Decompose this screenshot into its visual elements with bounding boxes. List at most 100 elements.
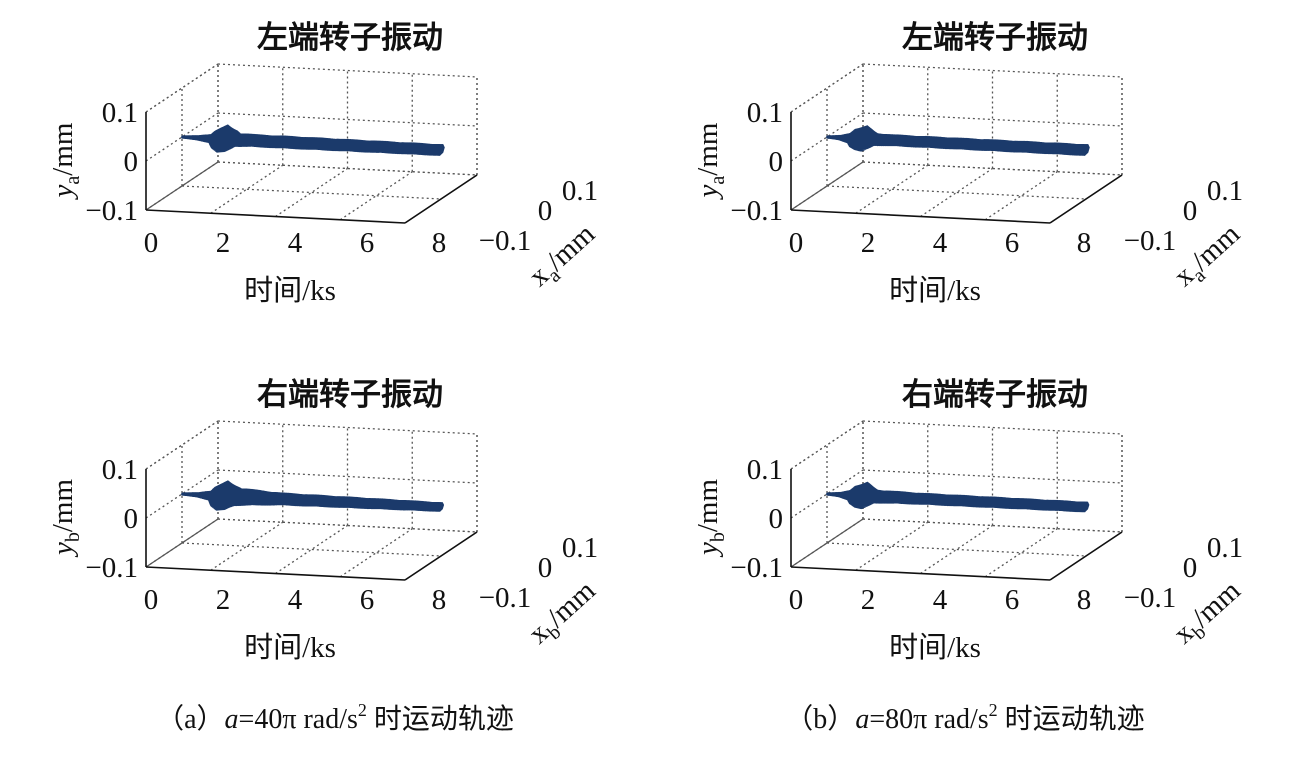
time-axis-line — [790, 209, 1051, 224]
y-axis-label-var: y — [47, 184, 79, 200]
caption-prefix: （b） — [785, 703, 855, 735]
time-axis-label: 时间/ks — [889, 631, 981, 664]
caption-var: a — [225, 704, 239, 735]
x-tick-label: 0.1 — [562, 175, 598, 207]
time-tick-label: 8 — [432, 227, 447, 259]
y-tick-label: −0.1 — [730, 195, 783, 227]
time-axis-line — [790, 566, 1051, 581]
x-axis-line — [1049, 531, 1123, 581]
caption-sup: 2 — [989, 700, 998, 720]
grid-line-floor — [339, 171, 413, 221]
trajectory-line — [826, 481, 1090, 513]
grid-line-floor-depth — [181, 542, 442, 557]
grid-line-floor — [855, 164, 929, 214]
time-tick-label: 6 — [1005, 584, 1020, 616]
time-tick-label: 4 — [933, 584, 948, 616]
time-tick-label: 2 — [216, 584, 231, 616]
y-tick-label: 0.1 — [102, 97, 138, 129]
y-axis-label-var: y — [47, 542, 79, 558]
time-tick-label: 6 — [360, 584, 375, 616]
time-axis-line — [145, 209, 406, 224]
x-axis-label: xa/mm — [1168, 218, 1250, 297]
caption-prefix: （a） — [156, 703, 224, 735]
trajectory-line — [181, 124, 445, 156]
grid-line-floor — [920, 167, 993, 218]
x-tick-label: 0.1 — [1207, 532, 1243, 564]
caption-sup: 2 — [358, 700, 367, 720]
time-tick-label: 0 — [144, 227, 159, 259]
caption-expr: =80π rad/s — [869, 704, 988, 735]
time-tick-label: 6 — [360, 227, 375, 259]
y-axis-label-unit: /mm — [47, 122, 79, 176]
grid-line-floor — [275, 524, 348, 575]
chart-title: 左端转子振动 — [257, 20, 443, 55]
y-axis-label: ya/mm — [47, 122, 84, 200]
y-axis-label-unit: /mm — [692, 122, 724, 176]
grid-line-floor-depth — [826, 185, 1087, 200]
time-tick-label: 0 — [789, 584, 804, 616]
grid-line-floor — [984, 171, 1058, 221]
time-tick-label: 0 — [789, 227, 804, 259]
grid-line-floor — [210, 164, 284, 214]
x-tick-label: 0 — [538, 195, 553, 227]
y-axis-label-var: y — [692, 542, 724, 558]
grid-line-floor-depth — [826, 542, 1087, 557]
y-tick-label: 0 — [769, 503, 784, 535]
y-axis-label-sub: b — [707, 532, 729, 542]
grid-line-floor — [855, 521, 929, 571]
chart-title: 右端转子振动 — [902, 377, 1088, 412]
time-tick-label: 4 — [288, 584, 303, 616]
y-axis-label-var: y — [692, 184, 724, 200]
time-tick-label: 4 — [288, 227, 303, 259]
grid-line-floor-depth — [862, 518, 1123, 533]
grid-line-floor — [210, 521, 284, 571]
time-tick-label: 8 — [1077, 227, 1092, 259]
x-tick-label: 0 — [538, 552, 553, 584]
time-tick-label: 2 — [861, 227, 876, 259]
x-tick-label: −0.1 — [479, 225, 532, 257]
grid-line-back-horizontal — [217, 420, 478, 435]
y-axis-label: yb/mm — [47, 479, 84, 558]
caption-var: a — [855, 704, 869, 735]
x-tick-label: −0.1 — [1124, 582, 1177, 614]
y-axis-label-sub: a — [707, 176, 729, 185]
x-tick-label: 0.1 — [1207, 175, 1243, 207]
grid-line-back-horizontal — [862, 469, 1123, 484]
time-tick-label: 2 — [861, 584, 876, 616]
x-tick-label: 0 — [1183, 552, 1198, 584]
caption-suffix: 时运动轨迹 — [998, 703, 1145, 735]
y-axis-label-sub: a — [62, 176, 84, 185]
time-axis-label: 时间/ks — [244, 631, 336, 664]
caption-b: （b）a=80π rad/s2 时运动轨迹 — [785, 700, 1144, 735]
trajectory-line — [181, 480, 445, 512]
y-tick-label: 0 — [124, 503, 139, 535]
chart-title: 右端转子振动 — [257, 377, 443, 412]
grid-line-floor — [275, 167, 348, 218]
y-axis-label: yb/mm — [692, 479, 729, 558]
y-tick-label: 0 — [124, 146, 139, 178]
y-tick-label: −0.1 — [85, 552, 138, 584]
caption-expr: =40π rad/s — [239, 704, 358, 735]
x-axis-line — [404, 174, 478, 224]
y-tick-label: 0.1 — [747, 97, 783, 129]
caption-suffix: 时运动轨迹 — [367, 703, 514, 735]
grid-line-floor-depth — [181, 185, 442, 200]
x-tick-label: −0.1 — [1124, 225, 1177, 257]
grid-line-floor-depth — [217, 161, 478, 176]
y-tick-label: 0.1 — [102, 454, 138, 486]
y-axis-label-unit: /mm — [692, 479, 724, 533]
x-axis-label: xb/mm — [522, 574, 605, 654]
y-axis-label: ya/mm — [692, 122, 729, 200]
time-tick-label: 8 — [1077, 584, 1092, 616]
x-tick-label: 0 — [1183, 195, 1198, 227]
trajectory-line — [826, 125, 1090, 156]
grid-line-floor — [339, 528, 413, 578]
y-tick-label: −0.1 — [85, 195, 138, 227]
grid-line-floor-depth — [217, 518, 478, 533]
grid-line-floor — [984, 528, 1058, 578]
x-tick-label: 0.1 — [562, 532, 598, 564]
